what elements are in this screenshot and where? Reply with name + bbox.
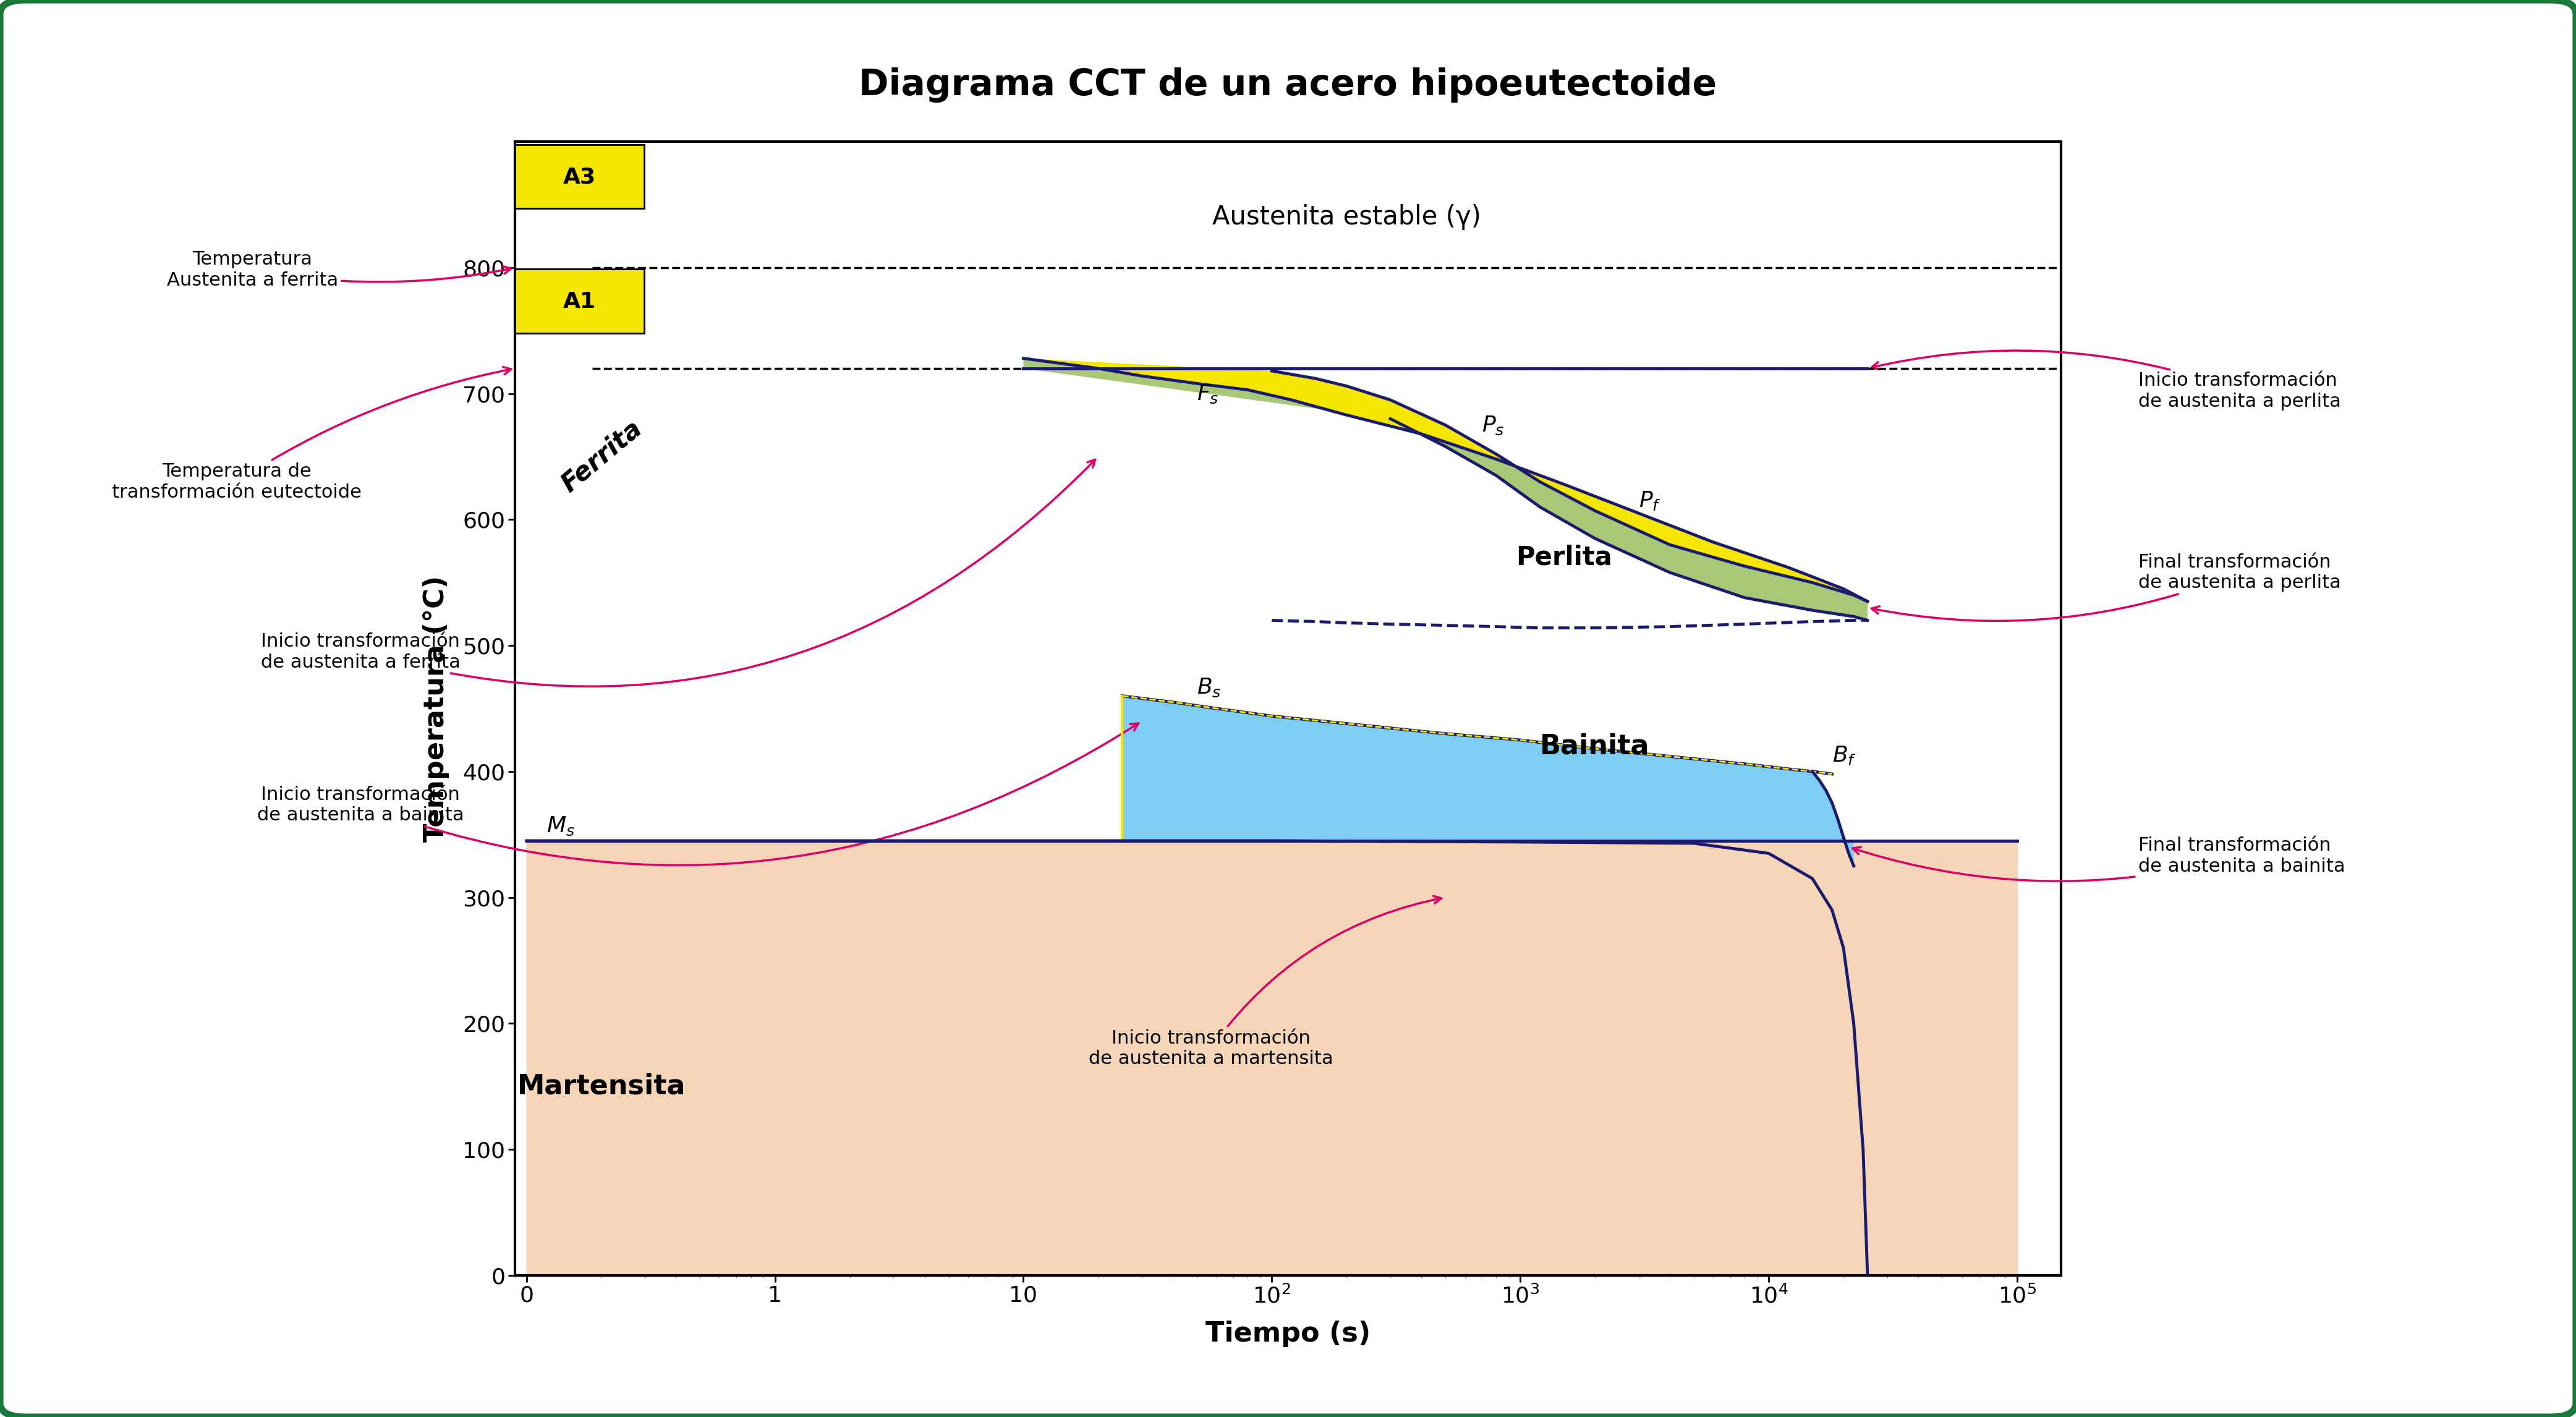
Polygon shape xyxy=(1123,696,1855,866)
Text: Austenita estable (γ): Austenita estable (γ) xyxy=(1213,204,1481,230)
Text: $M_s$: $M_s$ xyxy=(546,815,574,837)
Polygon shape xyxy=(526,840,1888,1275)
Text: Inicio transformación
de austenita a perlita: Inicio transformación de austenita a per… xyxy=(1873,350,2342,411)
Polygon shape xyxy=(1023,359,1868,601)
Text: A1: A1 xyxy=(564,292,595,312)
Text: Final transformación
de austenita a perlita: Final transformación de austenita a perl… xyxy=(1873,553,2342,621)
X-axis label: Tiempo (s): Tiempo (s) xyxy=(1206,1321,1370,1348)
Text: $P_s$: $P_s$ xyxy=(1481,415,1504,436)
Text: Inicio transformación
de austenita a ferrita: Inicio transformación de austenita a fer… xyxy=(260,459,1095,686)
Text: Temperatura
Austenita a ferrita: Temperatura Austenita a ferrita xyxy=(167,251,510,289)
Text: Martensita: Martensita xyxy=(518,1073,685,1100)
Text: Bainita: Bainita xyxy=(1540,733,1649,760)
Text: $B_f$: $B_f$ xyxy=(1832,744,1857,767)
Text: Final transformación
de austenita a bainita: Final transformación de austenita a bain… xyxy=(1852,836,2344,881)
Polygon shape xyxy=(1023,359,1868,621)
Text: Perlita: Perlita xyxy=(1515,544,1613,570)
Text: Inicio transformación
de austenita a martensita: Inicio transformación de austenita a mar… xyxy=(1090,896,1443,1068)
Text: Temperatura de
transformación eutectoide: Temperatura de transformación eutectoide xyxy=(113,367,510,502)
Text: Diagrama CCT de un acero hipoeutectoide: Diagrama CCT de un acero hipoeutectoide xyxy=(858,68,1718,102)
Text: $P_f$: $P_f$ xyxy=(1638,490,1662,512)
Text: $F_s$: $F_s$ xyxy=(1198,383,1218,405)
Y-axis label: Temperatura (°C): Temperatura (°C) xyxy=(422,575,451,842)
Text: A3: A3 xyxy=(564,167,595,187)
Text: Ferrita: Ferrita xyxy=(556,415,647,497)
Text: Inicio transformación
de austenita a bainita: Inicio transformación de austenita a bai… xyxy=(258,723,1139,866)
Text: $B_s$: $B_s$ xyxy=(1198,676,1221,699)
Polygon shape xyxy=(526,840,2017,1275)
